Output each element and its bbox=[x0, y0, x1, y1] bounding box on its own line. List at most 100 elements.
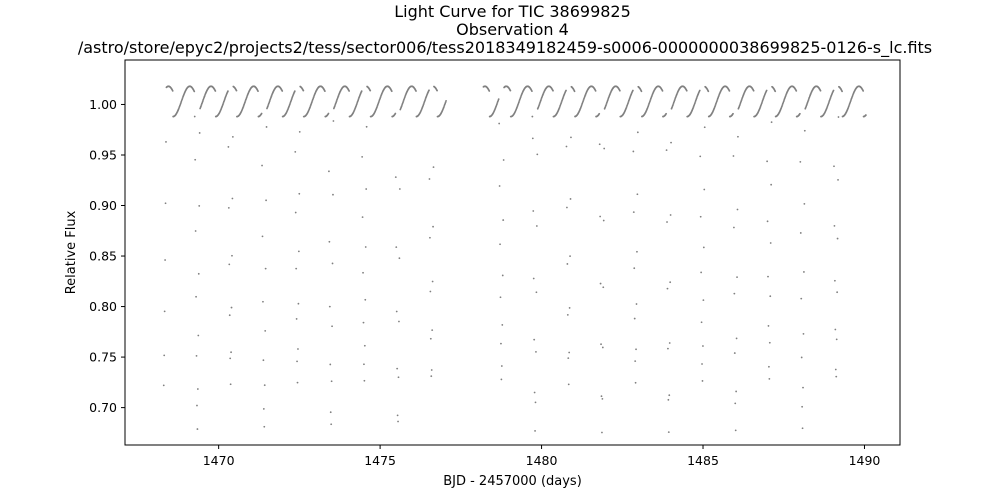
flux-point bbox=[699, 155, 702, 158]
flux-point bbox=[500, 365, 503, 367]
flux-point bbox=[429, 337, 432, 340]
flux-point bbox=[834, 328, 837, 331]
flux-point bbox=[394, 112, 397, 115]
flux-point bbox=[707, 90, 710, 93]
flux-point bbox=[194, 230, 197, 232]
flux-point bbox=[499, 243, 501, 246]
flux-point bbox=[260, 112, 263, 115]
flux-point bbox=[699, 215, 702, 218]
flux-point bbox=[835, 338, 838, 341]
flux-point bbox=[618, 89, 621, 92]
flux-point bbox=[703, 126, 706, 129]
flux-point bbox=[533, 391, 536, 394]
flux-point bbox=[862, 90, 865, 92]
flux-point bbox=[736, 276, 738, 278]
flux-point bbox=[330, 423, 333, 426]
flux-point bbox=[365, 188, 368, 190]
flux-point bbox=[432, 166, 435, 169]
x-tick-label: 1480 bbox=[526, 453, 558, 468]
flux-point bbox=[327, 112, 330, 115]
flux-point bbox=[632, 150, 635, 153]
flux-point bbox=[569, 198, 572, 200]
flux-point bbox=[263, 384, 266, 387]
flux-point bbox=[497, 98, 500, 100]
flux-point bbox=[668, 394, 671, 397]
y-tick-label: 1.00 bbox=[89, 97, 117, 112]
flux-point bbox=[262, 408, 265, 410]
flux-point bbox=[774, 90, 777, 93]
flux-point bbox=[573, 90, 576, 93]
flux-point bbox=[735, 337, 738, 340]
flux-point bbox=[801, 405, 804, 408]
flux-point bbox=[297, 348, 299, 350]
flux-point bbox=[698, 89, 701, 92]
flux-point bbox=[534, 401, 537, 404]
flux-point bbox=[323, 90, 326, 93]
flux-point bbox=[735, 390, 738, 393]
flux-point bbox=[799, 232, 802, 234]
flux-point bbox=[365, 125, 368, 128]
flux-point bbox=[361, 216, 364, 219]
flux-point bbox=[598, 143, 601, 146]
flux-point bbox=[369, 89, 372, 92]
flux-point bbox=[227, 146, 230, 148]
flux-point bbox=[769, 242, 772, 244]
flux-point bbox=[196, 388, 199, 390]
flux-point bbox=[667, 431, 670, 434]
flux-point bbox=[633, 267, 636, 270]
flux-point bbox=[430, 369, 433, 371]
flux-point bbox=[599, 282, 602, 285]
flux-point bbox=[666, 221, 668, 223]
flux-point bbox=[265, 126, 268, 128]
flux-point bbox=[533, 338, 536, 341]
flux-point bbox=[770, 121, 773, 124]
x-axis-ticks: 1470 1475 1480 1485 1490 bbox=[203, 445, 881, 468]
flux-point bbox=[360, 90, 363, 93]
flux-point bbox=[214, 90, 217, 92]
flux-point bbox=[552, 89, 554, 92]
flux-point bbox=[235, 89, 238, 92]
flux-point bbox=[231, 136, 234, 138]
flux-point bbox=[296, 360, 298, 363]
flux-point bbox=[331, 262, 334, 265]
flux-point bbox=[685, 89, 688, 92]
flux-point bbox=[498, 122, 501, 125]
flux-point bbox=[800, 297, 803, 300]
flux-point bbox=[281, 90, 284, 92]
chart-title-line-3: /astro/store/epyc2/projects2/tess/sector… bbox=[78, 38, 932, 58]
flux-point bbox=[700, 271, 703, 274]
flux-point bbox=[535, 350, 537, 353]
flux-point bbox=[429, 290, 432, 293]
flux-point bbox=[431, 280, 434, 283]
flux-point bbox=[535, 225, 538, 227]
x-tick-label: 1490 bbox=[849, 453, 881, 468]
flux-point bbox=[636, 250, 638, 253]
flux-point bbox=[265, 199, 267, 202]
flux-point bbox=[332, 193, 334, 196]
flux-point bbox=[640, 90, 643, 93]
flux-point bbox=[395, 246, 398, 249]
flux-point bbox=[667, 398, 670, 401]
flux-point bbox=[396, 414, 399, 417]
flux-point bbox=[733, 226, 735, 229]
flux-point bbox=[732, 155, 735, 157]
y-tick-label: 0.90 bbox=[89, 198, 117, 213]
flux-point bbox=[262, 359, 265, 362]
flux-point bbox=[397, 376, 400, 379]
flux-point bbox=[294, 151, 297, 153]
flux-point bbox=[833, 279, 836, 282]
flux-point bbox=[803, 129, 806, 132]
flux-point bbox=[362, 271, 364, 274]
flux-point bbox=[228, 314, 231, 317]
flux-point bbox=[728, 90, 731, 92]
flux-point bbox=[297, 250, 300, 253]
flux-point bbox=[396, 367, 399, 370]
flux-point bbox=[361, 155, 364, 158]
flux-point bbox=[636, 131, 639, 134]
flux-point bbox=[364, 246, 367, 248]
flux-point bbox=[500, 378, 503, 381]
flux-point bbox=[298, 130, 301, 133]
plot-frame bbox=[124, 59, 901, 446]
flux-point bbox=[566, 263, 569, 265]
flux-point bbox=[502, 219, 505, 221]
